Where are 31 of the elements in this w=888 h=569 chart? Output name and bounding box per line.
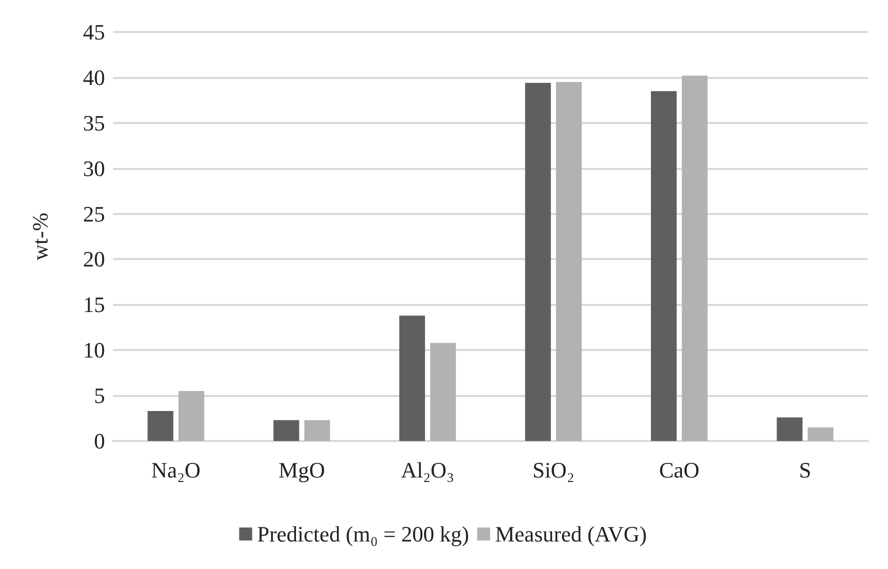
y-tick-label: 10 xyxy=(83,338,105,363)
bar xyxy=(808,427,834,441)
y-tick-label: 45 xyxy=(83,20,105,44)
x-tick-label: S xyxy=(798,458,812,482)
x-tick-label: Na₂O xyxy=(151,458,201,482)
x-tick-label: MgO xyxy=(278,458,325,482)
bar xyxy=(776,417,803,441)
y-tick-label: 35 xyxy=(83,110,105,136)
bar xyxy=(430,342,456,441)
y-tick-label: 30 xyxy=(83,156,105,181)
y-tick-label: 5 xyxy=(94,383,105,408)
y-axis-title: wt-% xyxy=(28,212,52,260)
x-tick-label: SiO₂ xyxy=(532,458,574,482)
bar xyxy=(556,82,582,441)
bar xyxy=(650,91,677,441)
bar xyxy=(525,82,551,441)
bar xyxy=(148,411,174,441)
legend-label: Measured (AVG) xyxy=(495,522,647,546)
y-tick-label: 15 xyxy=(83,292,105,318)
bar xyxy=(682,76,708,441)
y-tick-label: 25 xyxy=(83,201,105,226)
y-tick-label: 0 xyxy=(94,428,105,454)
bar xyxy=(178,391,204,441)
bar xyxy=(399,316,426,441)
y-tick-label: 20 xyxy=(83,246,105,272)
x-tick-label: Al₂O₃ xyxy=(400,458,454,482)
legend-label: Predicted (m₀ = 200 kg) xyxy=(257,522,470,546)
x-tick-label: CaO xyxy=(659,458,700,482)
bar xyxy=(273,420,300,441)
y-tick-label: 40 xyxy=(83,64,105,90)
bar xyxy=(304,420,330,441)
